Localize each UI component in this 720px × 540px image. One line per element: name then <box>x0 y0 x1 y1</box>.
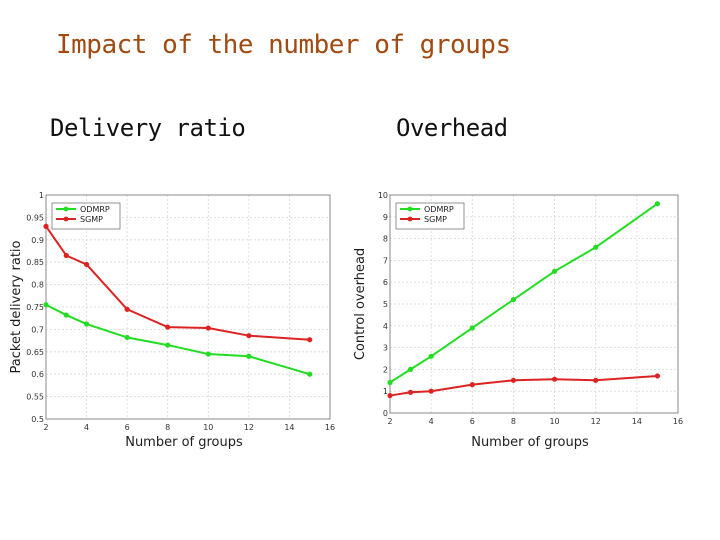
chart-1-series-odmrp-point <box>407 366 414 372</box>
chart-0-series-odmrp-point <box>124 334 130 341</box>
chart-1-ytick-label: 7 <box>383 256 388 265</box>
chart-0-ytick-label: 0.8 <box>31 281 44 290</box>
chart-1-x-axis-title: Number of groups <box>471 435 589 450</box>
chart-1-xtick-label: 6 <box>470 417 475 426</box>
chart-0-ytick-label: 1 <box>39 191 44 200</box>
chart-0-xtick-label: 8 <box>165 423 170 432</box>
chart-0-ytick-label: 0.6 <box>31 370 44 379</box>
chart-1-xtick-label: 16 <box>673 417 683 426</box>
chart-0-xtick-label: 16 <box>325 423 335 432</box>
chart-0-ytick-label: 0.55 <box>26 393 44 402</box>
chart-1-legend-sgmp-label: SGMP <box>424 215 447 224</box>
chart-1-legend-sgmp-marker <box>407 216 413 222</box>
chart-0-series-odmrp-point <box>246 353 252 359</box>
chart-1-series-odmrp-point <box>387 379 393 386</box>
chart-0-ytick-label: 0.85 <box>26 258 44 267</box>
chart-1-y-axis-title: Control overhead <box>353 248 368 360</box>
chart-1-ytick-label: 1 <box>383 387 388 396</box>
chart-1-series-odmrp-line <box>389 202 659 384</box>
chart-0-series-sgmp-point <box>63 252 69 259</box>
chart-0-xtick-label: 10 <box>203 423 213 432</box>
chart-1-series-odmrp-point <box>510 297 517 303</box>
chart-0-series-sgmp-line <box>45 225 310 341</box>
chart-1-series-odmrp-point <box>469 325 475 331</box>
chart-0-series-odmrp-point <box>83 321 90 327</box>
chart-1-ytick-label: 2 <box>383 365 388 374</box>
overhead-label: Overhead <box>396 114 508 142</box>
chart-0-series-odmrp-point <box>63 312 69 318</box>
chart-1-xtick-label: 12 <box>591 417 601 426</box>
chart-1-series-sgmp-point <box>407 389 414 395</box>
chart-0-ytick-label: 0.65 <box>26 348 44 357</box>
chart-1-ytick-label: 9 <box>383 213 388 222</box>
chart-1-series-odmrp-point <box>654 201 661 207</box>
chart-0-series-sgmp-point <box>165 324 171 330</box>
control-overhead-chart: 2 4 6 8 10 12 14 16012345678910ODMRPSGMPNumber … <box>353 191 683 450</box>
chart-0-ytick-label: 0.7 <box>31 325 44 334</box>
chart-0-ytick-label: 0.75 <box>26 303 44 312</box>
chart-1-ytick-label: 8 <box>383 235 388 244</box>
chart-0-series-sgmp-point <box>43 223 49 229</box>
chart-0-series-sgmp-point <box>307 337 313 343</box>
chart-1-series-sgmp-line <box>389 374 658 397</box>
chart-0-xtick-label: 4 <box>84 423 89 432</box>
chart-0-series-sgmp-point <box>246 333 252 339</box>
chart-1-series-sgmp-point <box>510 377 517 383</box>
chart-1-series-sgmp-point <box>551 376 558 382</box>
chart-0-xtick-label: 2 <box>43 423 48 432</box>
chart-1-ytick-label: 10 <box>378 191 388 200</box>
chart-0-legend-odmrp-marker <box>63 206 69 212</box>
chart-1-series-sgmp-point <box>469 382 475 388</box>
chart-1-legend-odmrp-marker <box>407 206 413 212</box>
chart-0-xtick-label: 14 <box>284 423 294 432</box>
chart-0-y-axis-title: Packet delivery ratio <box>9 240 24 373</box>
chart-1-ytick-label: 3 <box>383 344 388 353</box>
chart-0-series-odmrp-point <box>165 342 171 348</box>
chart-1-ytick-label: 5 <box>383 300 388 309</box>
chart-1-series-sgmp-point <box>428 388 434 394</box>
chart-0-xtick-label: 6 <box>125 423 130 432</box>
delivery-ratio-label: Delivery ratio <box>50 114 246 142</box>
chart-0-ytick-label: 0.9 <box>31 236 44 245</box>
chart-1-series-sgmp-point <box>654 373 661 379</box>
chart-1-series-odmrp-point <box>551 268 558 274</box>
chart-0-series-odmrp-point <box>43 302 49 308</box>
chart-1-xtick-label: 8 <box>511 417 516 426</box>
chart-1-ytick-label: 4 <box>383 322 388 331</box>
chart-0-series-odmrp-point <box>205 351 211 357</box>
chart-1-legend-odmrp-label: ODMRP <box>424 205 454 214</box>
chart-0-series-sgmp-point <box>83 261 90 268</box>
chart-0-x-axis-title: Number of groups <box>125 435 243 450</box>
chart-0-series-sgmp-point <box>205 325 211 331</box>
chart-1-xtick-label: 10 <box>549 417 559 426</box>
chart-0-xtick-label: 12 <box>244 423 254 432</box>
chart-0-series-odmrp-point <box>307 371 313 377</box>
chart-1-series-sgmp-point <box>387 392 393 399</box>
chart-1-xtick-label: 2 <box>387 417 392 426</box>
chart-1-ytick-label: 0 <box>383 409 388 418</box>
chart-1-series-odmrp-point <box>428 353 434 359</box>
chart-1-frame <box>389 194 679 414</box>
chart-0-series-sgmp-point <box>124 306 130 312</box>
chart-0-ytick-label: 0.95 <box>26 213 44 222</box>
chart-0-ytick-label: 0.5 <box>31 415 44 424</box>
delivery-ratio-chart: 2 4 6 8 10 12 14 16 0.5 0.55 0.6 0.65 0.7 0.75 0.8 0.85… <box>9 191 335 450</box>
chart-0-series-odmrp-line <box>45 303 310 376</box>
chart-1-xtick-label: 4 <box>429 417 434 426</box>
chart-1-series-sgmp-point <box>593 377 599 383</box>
chart-1-ytick-label: 6 <box>383 278 388 287</box>
chart-0-legend-sgmp-marker <box>63 216 69 222</box>
chart-0-legend-odmrp-label: ODMRP <box>80 205 110 214</box>
chart-1-series-odmrp-point <box>593 244 599 250</box>
slide-title: Impact of the number of groups <box>56 30 511 60</box>
chart-1-legend-box <box>395 202 465 230</box>
chart-0-legend-box <box>51 202 121 230</box>
chart-0-legend-sgmp-label: SGMP <box>80 215 103 224</box>
chart-1-xtick-label: 14 <box>632 417 642 426</box>
